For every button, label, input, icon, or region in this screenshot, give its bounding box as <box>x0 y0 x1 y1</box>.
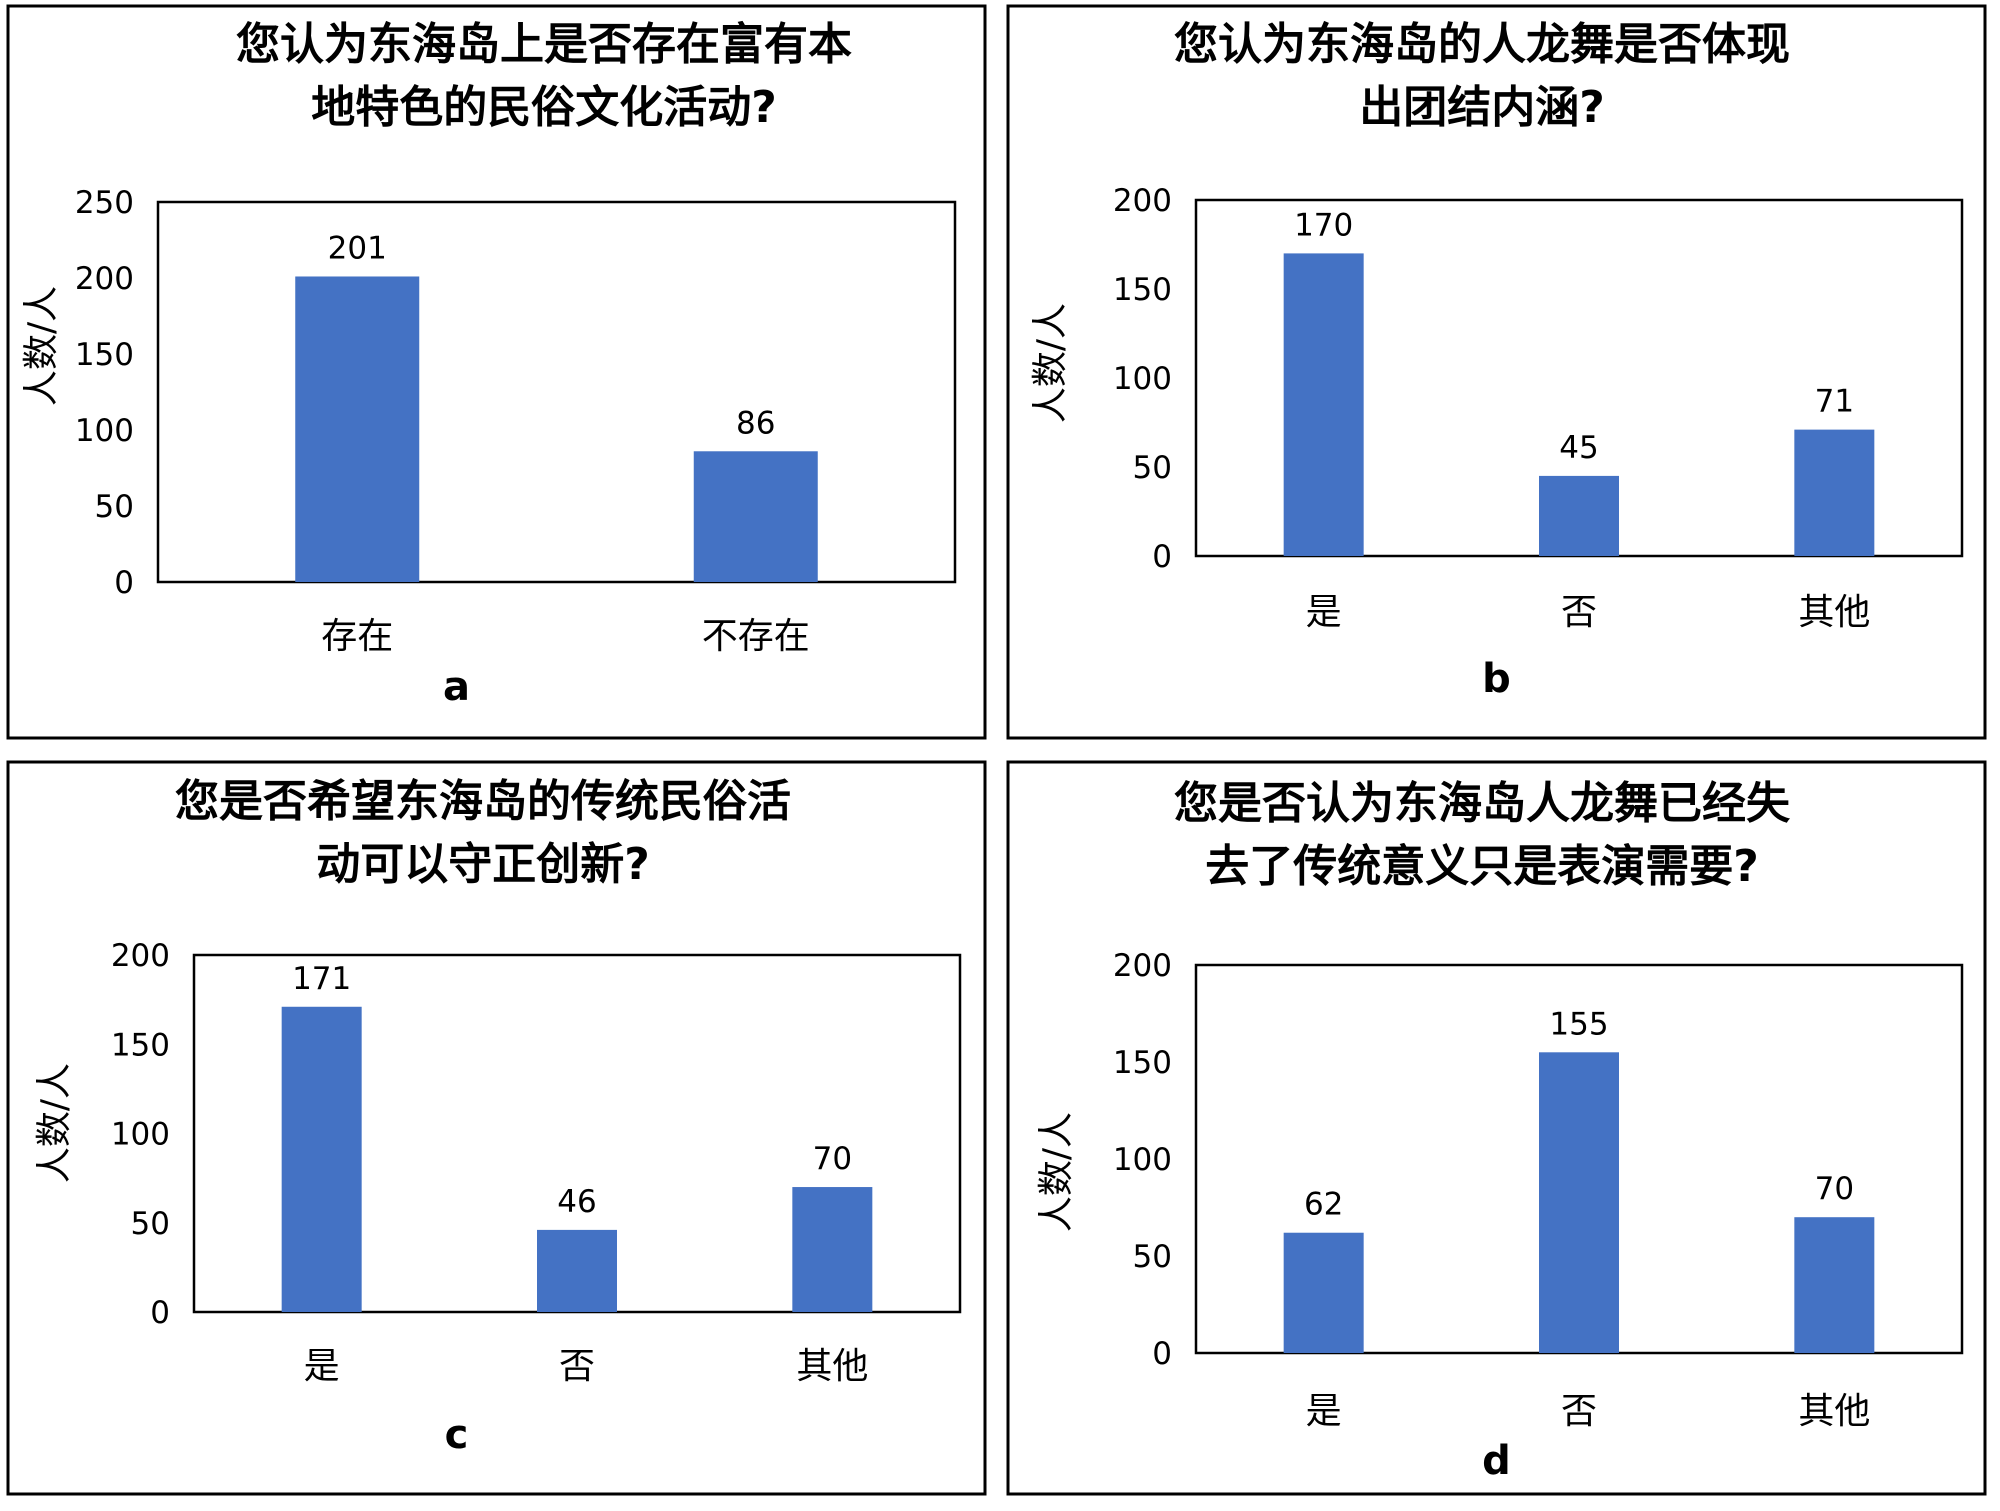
x-tick-label: 是 <box>1306 592 1342 633</box>
bar <box>1794 1217 1875 1353</box>
panel-border <box>1006 760 1987 1496</box>
data-label: 71 <box>1815 384 1854 420</box>
bar <box>295 276 420 582</box>
x-tick-label: 否 <box>1561 592 1597 633</box>
bar <box>281 1006 362 1312</box>
y-tick-label: 50 <box>95 489 134 525</box>
y-tick-label: 50 <box>1133 1239 1172 1275</box>
y-tick-label: 200 <box>1113 183 1172 219</box>
bar <box>1283 1232 1364 1353</box>
data-label: 70 <box>813 1141 852 1177</box>
chart-title-line: 出团结内涵? <box>1359 82 1605 133</box>
chart-title-line: 您认为东海岛上是否存在富有本 <box>236 19 852 70</box>
bar <box>1794 429 1875 556</box>
y-tick-label: 0 <box>150 1295 170 1331</box>
y-tick-label: 100 <box>111 1117 170 1153</box>
x-tick-label: 否 <box>559 1346 595 1387</box>
y-tick-label: 200 <box>111 938 170 974</box>
data-label: 171 <box>292 961 351 997</box>
x-tick-label: 是 <box>304 1346 340 1387</box>
bar <box>792 1187 873 1312</box>
panel-border <box>1006 4 1987 740</box>
panel-border <box>6 4 987 740</box>
y-tick-label: 100 <box>1113 361 1172 397</box>
bar <box>693 451 818 582</box>
data-label: 45 <box>1559 430 1598 466</box>
x-tick-label: 其他 <box>796 1346 868 1387</box>
y-tick-label: 0 <box>114 565 134 601</box>
y-tick-label: 200 <box>1113 948 1172 984</box>
bar <box>537 1229 617 1312</box>
chart-title-line: 您认为东海岛的人龙舞是否体现 <box>1174 19 1790 70</box>
panel-label: b <box>1482 656 1511 702</box>
y-tick-label: 250 <box>75 185 134 221</box>
y-tick-label: 50 <box>1133 450 1172 486</box>
y-tick-label: 200 <box>75 261 134 297</box>
data-label: 86 <box>736 405 775 441</box>
x-tick-label: 存在 <box>321 616 393 657</box>
x-tick-label: 是 <box>1306 1391 1342 1432</box>
y-tick-label: 100 <box>75 413 134 449</box>
y-tick-label: 0 <box>1152 539 1172 575</box>
x-tick-label: 不存在 <box>702 616 810 657</box>
panel-border <box>6 760 987 1496</box>
y-tick-label: 150 <box>111 1027 170 1063</box>
data-label: 155 <box>1549 1006 1608 1042</box>
y-axis-label: 人数/人 <box>1030 303 1071 423</box>
data-label: 46 <box>557 1184 596 1220</box>
data-label: 201 <box>328 230 387 266</box>
plot-area <box>156 200 957 584</box>
y-tick-label: 150 <box>1113 272 1172 308</box>
panel-label: a <box>443 664 470 710</box>
y-tick-label: 150 <box>1113 1045 1172 1081</box>
panel-label: c <box>445 1412 469 1458</box>
bar <box>1539 1052 1619 1353</box>
y-axis-label: 人数/人 <box>34 1063 75 1183</box>
y-tick-label: 100 <box>1113 1142 1172 1178</box>
y-tick-label: 50 <box>131 1206 170 1242</box>
chart-title-line: 您是否认为东海岛人龙舞已经失 <box>1174 778 1791 829</box>
chart-title-line: 您是否希望东海岛的传统民俗活 <box>175 776 791 827</box>
y-axis-label: 人数/人 <box>21 286 62 406</box>
bar <box>1283 253 1364 556</box>
panel-label: d <box>1482 1438 1511 1484</box>
y-tick-label: 150 <box>75 337 134 373</box>
chart-title-line: 去了传统意义只是表演需要? <box>1205 841 1759 892</box>
data-label: 70 <box>1815 1171 1854 1207</box>
chart-title-line: 地特色的民俗文化活动? <box>311 82 777 133</box>
chart-title-line: 动可以守正创新? <box>316 839 650 890</box>
x-tick-label: 其他 <box>1798 1391 1870 1432</box>
y-tick-label: 0 <box>1152 1336 1172 1372</box>
data-label: 62 <box>1304 1187 1343 1223</box>
data-label: 170 <box>1294 207 1353 243</box>
x-tick-label: 其他 <box>1798 592 1870 633</box>
bar <box>1539 475 1619 556</box>
y-axis-label: 人数/人 <box>1036 1112 1077 1232</box>
x-tick-label: 否 <box>1561 1391 1597 1432</box>
